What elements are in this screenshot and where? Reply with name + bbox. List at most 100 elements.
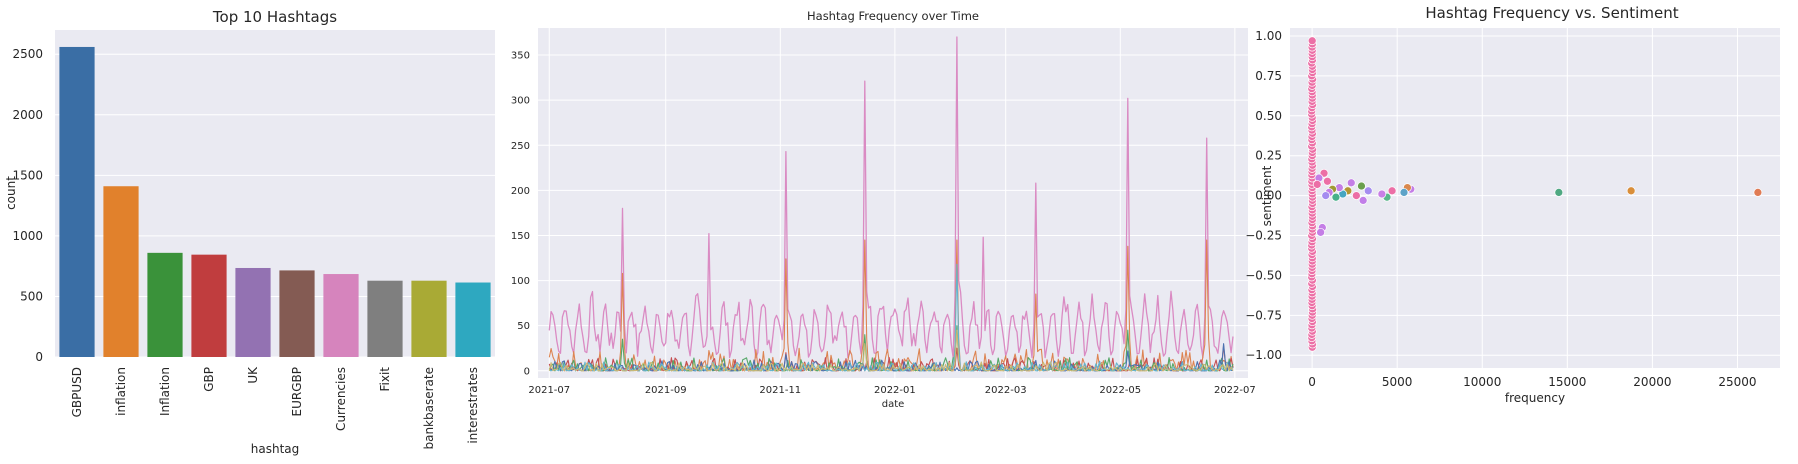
scatter-point xyxy=(1363,186,1373,196)
scatter-point xyxy=(1346,178,1356,188)
scatter-chart-y-tick-label: −0.75 xyxy=(1245,308,1282,322)
bar-inflation xyxy=(147,252,183,357)
bar-uk xyxy=(235,267,271,357)
scatter-chart-points xyxy=(1307,36,1763,352)
scatter-point xyxy=(1321,191,1331,200)
bar-chart-y-tick-label: 0 xyxy=(35,350,43,364)
line-chart-x-tick-label: 2022-03 xyxy=(985,385,1027,396)
scatter-point xyxy=(1323,176,1332,186)
bar-chart-y-tick-label: 1500 xyxy=(12,168,43,182)
scatter-chart-y-tick-label: −0.50 xyxy=(1245,268,1282,282)
bar-chart-panel: 0 500 1000 1500 2000 2500 GBPUSD inflation Infl… xyxy=(4,8,495,456)
line-chart-x-tick-label: 2021-07 xyxy=(528,385,570,396)
bar-chart-x-tick-label: bankbaserate xyxy=(422,367,436,450)
bar-chart-y-tick-label: 2500 xyxy=(12,47,43,61)
scatter-chart-y-tick-label: 0.25 xyxy=(1255,149,1282,163)
scatter-point xyxy=(1387,186,1397,196)
bar-inflation xyxy=(103,186,139,357)
line-chart-y-tick-label: 50 xyxy=(517,321,530,332)
scatter-chart-x-tick-label: 15000 xyxy=(1548,375,1586,389)
scatter-chart-y-axis-label: sentiment xyxy=(1260,165,1274,226)
scatter-chart-y-tick-label: −1.00 xyxy=(1245,348,1282,362)
scatter-chart-x-ticks: 0 5000 10000 15000 20000 25000 xyxy=(1308,375,1756,389)
bar-chart-x-tick-label: Inflation xyxy=(158,367,172,416)
line-chart-y-tick-label: 300 xyxy=(511,96,530,107)
scatter-point xyxy=(1331,192,1341,202)
bar-chart-y-ticks: 0 500 1000 1500 2000 2500 xyxy=(12,47,43,364)
scatter-chart-x-axis-label: frequency xyxy=(1505,391,1565,405)
bar-chart-x-tick-label: interestrates xyxy=(466,367,480,444)
line-chart-title: Hashtag Frequency over Time xyxy=(807,9,979,23)
line-series-6 xyxy=(549,263,1234,372)
line-chart-y-tick-label: 150 xyxy=(511,231,530,242)
scatter-chart-x-tick-label: 25000 xyxy=(1718,375,1756,389)
bar-chart-x-tick-label: UK xyxy=(246,366,260,384)
bar-chart-x-tick-label: inflation xyxy=(114,367,128,416)
scatter-chart-x-tick-label: 10000 xyxy=(1463,375,1501,389)
bar-fixit xyxy=(367,280,403,357)
scatter-point xyxy=(1753,188,1763,197)
scatter-point xyxy=(1357,181,1366,191)
line-chart-x-tick-label: 2022-07 xyxy=(1214,385,1256,396)
bar-currencies xyxy=(323,274,359,357)
line-chart-y-tick-label: 350 xyxy=(511,51,530,62)
bar-bankbaserate xyxy=(411,280,447,357)
bar-chart-y-tick-label: 500 xyxy=(20,289,43,303)
scatter-point xyxy=(1316,227,1325,237)
bar-gbp xyxy=(191,254,227,357)
scatter-point xyxy=(1626,186,1636,196)
scatter-point xyxy=(1312,180,1322,189)
scatter-chart-plot-area xyxy=(1290,28,1780,368)
bar-interestrates xyxy=(455,282,491,357)
bar-chart-x-tick-label: GBPUSD xyxy=(70,367,84,417)
bar-chart-x-tick-label: EURGBP xyxy=(290,367,304,416)
scatter-chart-gridlines xyxy=(1290,28,1780,368)
bar-chart-x-tick-label: Fixit xyxy=(378,367,392,392)
line-chart-x-tick-label: 2022-01 xyxy=(874,385,916,396)
scatter-chart-y-tick-label: 0.50 xyxy=(1255,109,1282,123)
line-chart-x-tick-label: 2021-09 xyxy=(645,385,687,396)
line-series-7 xyxy=(548,329,1234,372)
scatter-chart-x-tick-label: 5000 xyxy=(1382,375,1413,389)
line-chart-y-tick-label: 0 xyxy=(524,366,530,377)
scatter-chart-title: Hashtag Frequency vs. Sentiment xyxy=(1425,4,1678,22)
line-chart-y-tick-label: 100 xyxy=(511,276,530,287)
bar-chart-y-tick-label: 2000 xyxy=(12,108,43,122)
scatter-chart-y-tick-label: 0.75 xyxy=(1255,69,1282,83)
line-chart-x-ticks: 2021-07 2021-09 2021-11 2022-01 2022-03 2022-… xyxy=(528,385,1255,396)
bar-gbpusd xyxy=(59,46,95,357)
line-chart-y-tick-label: 200 xyxy=(511,186,530,197)
scatter-chart-y-tick-label: −0.25 xyxy=(1245,229,1282,243)
bar-chart-x-tick-label: Currencies xyxy=(334,367,348,431)
scatter-point xyxy=(1352,191,1361,200)
bar-chart-x-axis-label: hashtag xyxy=(251,442,300,456)
line-series-1 xyxy=(548,36,1234,359)
bar-chart-bars xyxy=(59,46,491,357)
line-chart-x-axis-label: date xyxy=(882,399,905,410)
line-chart-series xyxy=(548,36,1234,372)
scatter-point xyxy=(1554,188,1564,197)
bar-chart-title: Top 10 Hashtags xyxy=(212,8,337,26)
scatter-chart-y-ticks: −1.00 −0.75 −0.50 −0.25 0.00 0.25 0.50 0.75 1.00 xyxy=(1245,29,1282,362)
scatter-chart-x-tick-label: 0 xyxy=(1308,375,1316,389)
bar-eurgbp xyxy=(279,270,315,357)
scatter-chart-x-tick-label: 20000 xyxy=(1633,375,1671,389)
scatter-point xyxy=(1358,196,1368,205)
scatter-chart-panel: −1.00 −0.75 −0.50 −0.25 0.00 0.25 0.50 0.75 1.00… xyxy=(1245,4,1780,405)
scatter-point xyxy=(1399,188,1409,197)
scatter-chart-y-tick-label: 0.00 xyxy=(1255,189,1282,203)
line-chart-x-tick-label: 2022-05 xyxy=(1099,385,1141,396)
bar-chart-y-tick-label: 1000 xyxy=(12,229,43,243)
bar-chart-x-ticks: GBPUSD inflation Inflation GBP UK EURGBP Curre… xyxy=(70,366,480,450)
bar-chart-x-tick-label: GBP xyxy=(202,367,216,392)
scatter-chart-y-tick-label: 1.00 xyxy=(1255,29,1282,43)
scatter-point xyxy=(1307,36,1317,46)
bar-chart-y-axis-label: count xyxy=(4,176,18,210)
line-chart-y-ticks: 0 50 100 150 200 250 300 350 xyxy=(511,51,530,378)
line-chart-x-tick-label: 2021-11 xyxy=(759,385,801,396)
scatter-point xyxy=(1377,189,1387,199)
line-chart-y-tick-label: 250 xyxy=(511,141,530,152)
